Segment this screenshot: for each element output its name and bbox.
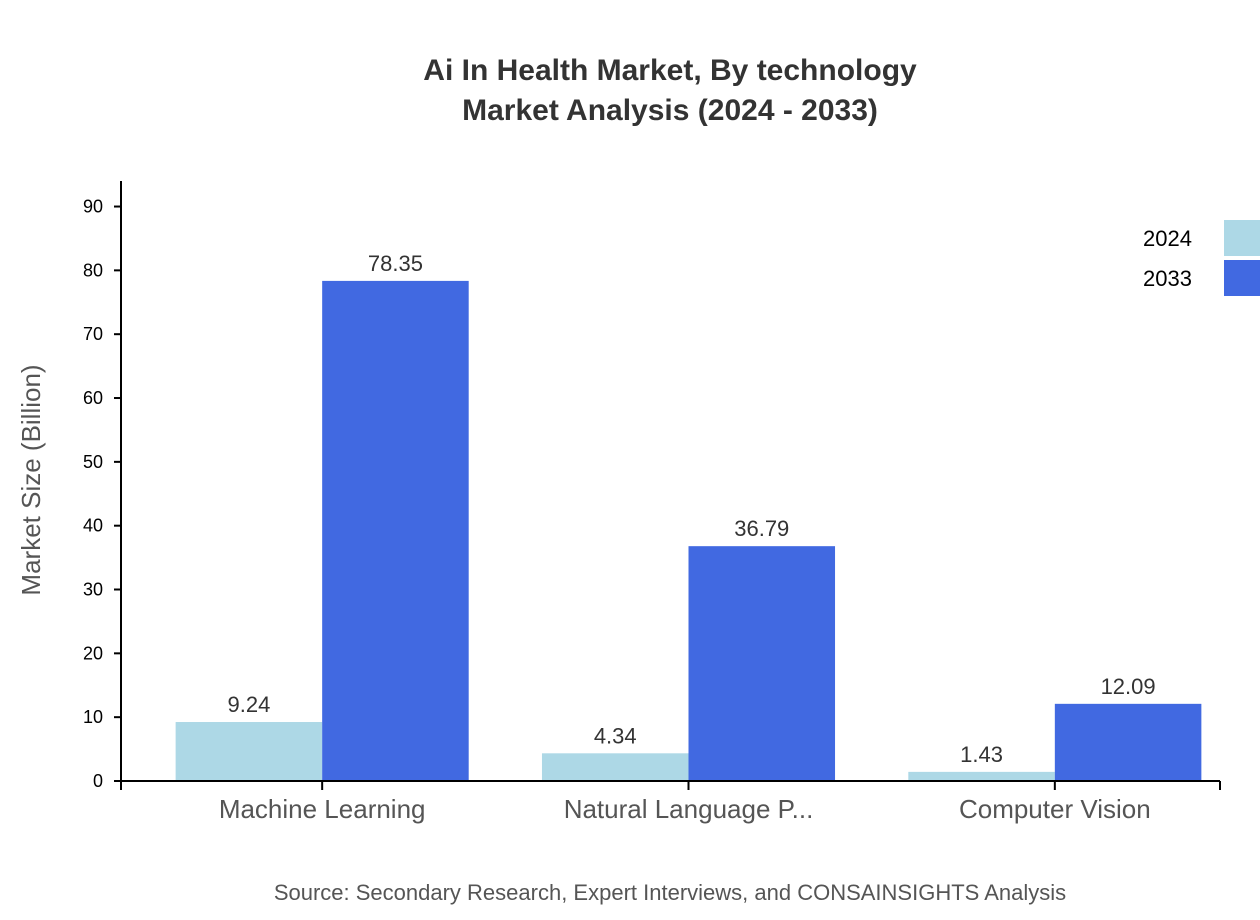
y-tick-label: 60 (83, 388, 103, 408)
x-axis: Machine Learning Natural Language P... Com… (120, 780, 1221, 824)
y-tick-label: 50 (83, 452, 103, 472)
y-tick-label: 40 (83, 516, 103, 536)
chart-subtitle: Market Analysis (2024 - 2033) (462, 94, 878, 127)
x-tick-label: Natural Language P... (564, 794, 814, 824)
data-label: 36.79 (734, 516, 789, 541)
data-label: 9.24 (227, 692, 270, 717)
x-tick-label: Computer Vision (959, 794, 1151, 824)
legend-label: 2033 (1143, 266, 1192, 291)
data-label: 4.34 (594, 723, 637, 748)
y-tick-label: 10 (83, 707, 103, 727)
y-tick-label: 0 (93, 771, 103, 791)
bar-2033 (1054, 703, 1202, 781)
legend: 2024 2033 (1143, 220, 1260, 296)
bar-2024 (541, 753, 689, 781)
data-label: 78.35 (368, 251, 423, 276)
y-tick-label: 20 (83, 643, 103, 663)
bar-2033 (322, 280, 469, 781)
y-axis: 0 10 20 30 40 50 60 70 80 90 (83, 181, 122, 791)
bar-2024 (175, 722, 323, 781)
bar-2024 (908, 771, 1055, 781)
legend-swatch (1224, 220, 1260, 256)
legend-swatch (1224, 260, 1260, 296)
y-tick-label: 90 (83, 197, 103, 217)
x-tick-label: Machine Learning (219, 794, 426, 824)
y-tick-label: 70 (83, 324, 103, 344)
chart-title: Ai In Health Market, By technology (423, 54, 917, 87)
y-axis-label: Market Size (Billion) (16, 364, 46, 595)
y-tick-label: 80 (83, 260, 103, 280)
data-label: 12.09 (1101, 674, 1156, 699)
data-label: 1.43 (960, 742, 1003, 767)
source-note: Source: Secondary Research, Expert Inter… (274, 880, 1066, 905)
legend-label: 2024 (1143, 226, 1192, 251)
bar-2033 (688, 546, 836, 781)
y-tick-label: 30 (83, 580, 103, 600)
